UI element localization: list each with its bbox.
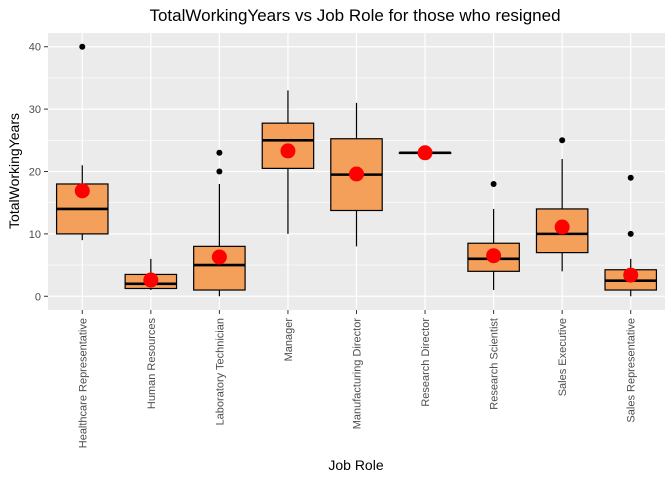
outlier-point [627,174,634,181]
y-axis-title: TotalWorkingYears [6,113,22,229]
chart-title: TotalWorkingYears vs Job Role for those … [149,6,560,25]
mean-point [349,166,364,182]
outlier-point [216,168,223,175]
y-tick-label: 0 [35,291,41,303]
outlier-point [79,43,86,50]
y-axis: 0 10 20 30 40 [29,42,48,303]
y-tick-label: 40 [29,42,41,54]
mean-point [417,145,433,161]
x-tick-label: Sales Executive [557,318,569,396]
box-4 [261,90,315,234]
box-series [55,43,658,297]
x-tick-label: Human Resources [146,318,158,410]
box-3 [193,149,246,297]
box-8 [535,137,589,272]
x-tick-label: Healthcare Representative [77,318,89,448]
x-axis: Healthcare Representative Human Resources… [77,310,638,448]
box-2 [124,258,178,291]
x-tick-label: Manufacturing Director [352,318,364,430]
x-tick-label: Laboratory Technician [214,318,226,425]
x-axis-title: Job Role [328,457,383,473]
y-tick-label: 20 [29,167,41,179]
box-5 [330,102,383,247]
outlier-point [559,137,566,144]
mean-point [143,272,159,288]
outlier-point [490,180,497,187]
y-tick-label: 30 [29,104,41,116]
mean-point [74,183,90,199]
x-tick-label: Research Director [420,318,432,407]
x-tick-label: Manager [283,318,295,362]
box-9 [604,174,658,297]
box-7 [467,180,520,291]
mean-point [211,249,227,265]
box-1 [55,43,109,241]
x-tick-label: Research Scientist [489,318,501,410]
mean-point [486,248,502,264]
mean-point [554,219,570,235]
y-tick-label: 10 [29,229,41,241]
outlier-point [627,230,634,237]
x-tick-label: Sales Representative [626,318,638,423]
outlier-point [216,149,223,156]
box-6 [398,145,452,161]
mean-point [623,267,639,283]
mean-point [280,143,296,159]
